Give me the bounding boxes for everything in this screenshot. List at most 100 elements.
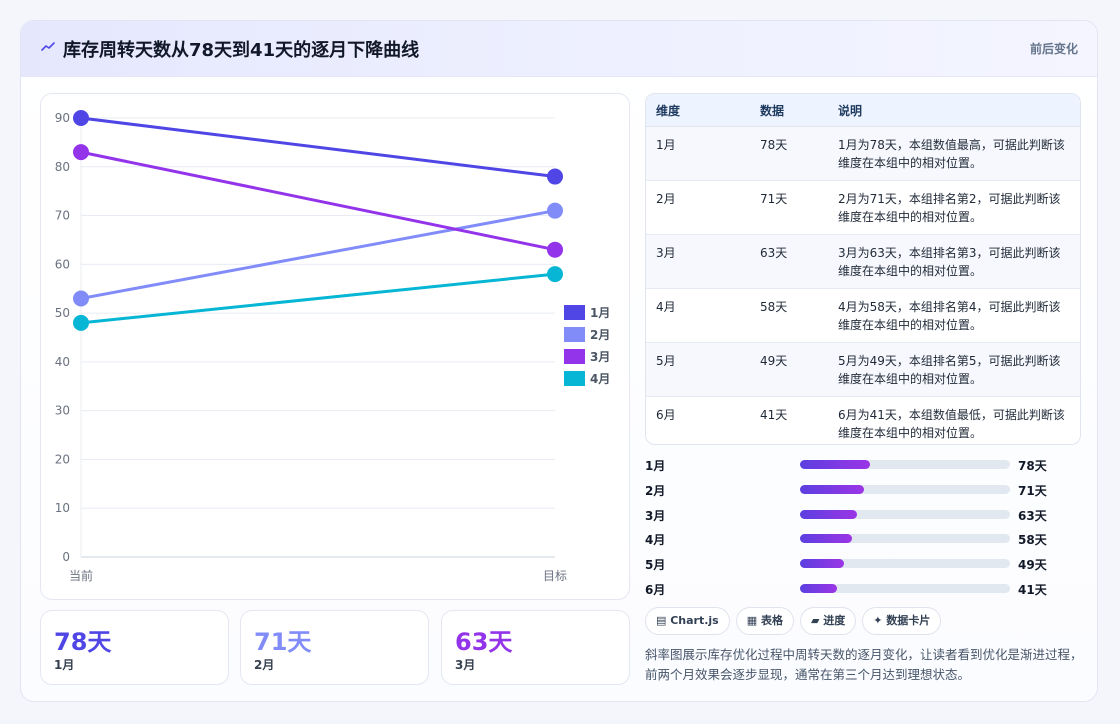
sparkline-icon xyxy=(41,42,55,51)
y-tick-label: 70 xyxy=(55,209,70,223)
table-cell: 71天 xyxy=(750,180,828,235)
progress-label: 2月 xyxy=(645,483,666,498)
table-cell: 6月 xyxy=(646,396,750,444)
progress-track xyxy=(800,534,1010,544)
series-line xyxy=(80,150,556,252)
table-row: 2月 71天 2月为71天，本组排名第2，可据此判断该维度在本组中的相对位置。 xyxy=(646,180,1080,235)
progress-fill xyxy=(800,460,870,469)
legend-swatch xyxy=(564,371,585,386)
data-point xyxy=(547,241,563,258)
stat-value: 71天 xyxy=(254,628,312,656)
series-line xyxy=(80,272,556,325)
table-cell: 3月为63天，本组排名第3，可据此判断该维度在本组中的相对位置。 xyxy=(828,234,1080,289)
table-cell: 1月为78天，本组数值最高，可据此判断该维度在本组中的相对位置。 xyxy=(828,126,1080,181)
table-cell: 4月 xyxy=(646,288,750,343)
y-tick-label: 60 xyxy=(55,257,70,271)
table-header-row: 维度 数据 说明 xyxy=(646,94,1080,127)
data-point xyxy=(547,168,563,185)
progress-track xyxy=(800,484,1010,494)
series-line xyxy=(80,116,556,179)
stat-value: 78天 xyxy=(54,628,112,656)
stat-label: 2月 xyxy=(254,658,275,672)
stat-card: 78天 1月 xyxy=(40,610,229,685)
table-row: 5月 49天 5月为49天，本组排名第5，可据此判断该维度在本组中的相对位置。 xyxy=(646,342,1080,397)
progress-row: 2月 71天 xyxy=(645,479,1081,504)
x-tick-label: 当前 xyxy=(69,568,93,583)
table-header-cell: 说明 xyxy=(828,94,1080,127)
stat-label: 3月 xyxy=(455,658,476,672)
table-cell: 49天 xyxy=(750,342,828,397)
table-cell: 2月为71天，本组排名第2，可据此判断该维度在本组中的相对位置。 xyxy=(828,180,1080,235)
legend-label: 3月 xyxy=(590,350,610,364)
dashboard-card: 库存周转天数从78天到41天的逐月下降曲线 前后变化 0 10 20 30 40 50 60… xyxy=(20,20,1098,702)
y-tick-label: 80 xyxy=(55,160,70,174)
data-point xyxy=(73,110,89,126)
legend-swatch xyxy=(564,349,585,364)
table-header-cell: 数据 xyxy=(750,94,828,127)
progress-value: 78天 xyxy=(1018,459,1047,473)
table-row: 3月 63天 3月为63天，本组排名第3，可据此判断该维度在本组中的相对位置。 xyxy=(646,234,1080,289)
table-row: 6月 41天 6月为41天，本组数值最低，可据此判断该维度在本组中的相对位置。 xyxy=(646,396,1080,444)
progress-list: 1月 78天 2月 71天 3月 63天 4月 58天 5月 49天 6月 41… xyxy=(645,454,1081,603)
progress-value: 41天 xyxy=(1018,582,1047,597)
progress-label: 6月 xyxy=(645,582,666,597)
table-cell: 58天 xyxy=(750,288,828,343)
legend-swatch xyxy=(564,327,585,342)
progress-fill xyxy=(800,509,857,519)
progress-label: 3月 xyxy=(645,508,666,523)
progress-label: 5月 xyxy=(645,558,666,573)
legend-label: 1月 xyxy=(590,306,610,320)
chip-table[interactable]: ▦ 表格 xyxy=(735,607,794,635)
page-title: 库存周转天数从78天到41天的逐月下降曲线 xyxy=(63,40,420,61)
y-tick-label: 10 xyxy=(55,501,70,515)
slope-chart: 0 10 20 30 40 50 60 70 80 90 当前 目标 1月 2月 3月 4月 xyxy=(40,93,630,600)
chip-chartjs[interactable]: ▤ Chart.js xyxy=(645,607,730,635)
progress-label: 4月 xyxy=(645,533,666,548)
progress-row: 4月 58天 xyxy=(645,528,1081,553)
y-tick-label: 20 xyxy=(55,452,70,466)
progress-fill xyxy=(800,484,864,494)
chart-description: 斜率图展示库存优化过程中周转天数的逐月变化，让读者看到优化是渐进过程，前两个月效… xyxy=(645,647,1083,682)
header-tag: 前后变化 xyxy=(1029,42,1078,56)
progress-value: 71天 xyxy=(1018,483,1047,498)
table-cell: 4月为58天，本组排名第4，可据此判断该维度在本组中的相对位置。 xyxy=(828,288,1080,343)
table-cell: 1月 xyxy=(646,126,750,181)
y-tick-label: 50 xyxy=(55,306,70,320)
table-cell: 63天 xyxy=(750,234,828,289)
legend-label: 2月 xyxy=(590,328,610,342)
chip-progress[interactable]: ▰ 进度 xyxy=(799,607,857,635)
table-cell: 2月 xyxy=(646,180,750,235)
progress-row: 1月 78天 xyxy=(645,454,1081,479)
y-tick-label: 30 xyxy=(55,404,70,418)
progress-row: 6月 41天 xyxy=(645,578,1081,603)
progress-value: 63天 xyxy=(1018,508,1047,523)
chip-data-card[interactable]: ✦ 数据卡片 xyxy=(862,607,942,635)
progress-value: 49天 xyxy=(1018,558,1047,573)
progress-value: 58天 xyxy=(1018,533,1047,548)
x-tick-label: 目标 xyxy=(543,569,567,583)
progress-label: 1月 xyxy=(645,459,666,473)
y-tick-label: 40 xyxy=(55,355,70,369)
table-row: 4月 58天 4月为58天，本组排名第4，可据此判断该维度在本组中的相对位置。 xyxy=(646,288,1080,343)
table-cell: 6月为41天，本组数值最低，可据此判断该维度在本组中的相对位置。 xyxy=(828,396,1080,444)
data-table: 维度 数据 说明 1月 78天 1月为78天，本组数值最高，可据此判断该维度在本… xyxy=(645,93,1081,445)
card-header: 库存周转天数从78天到41天的逐月下降曲线 前后变化 xyxy=(21,21,1097,77)
table-row: 1月 78天 1月为78天，本组数值最高，可据此判断该维度在本组中的相对位置。 xyxy=(646,126,1080,181)
progress-track xyxy=(800,559,1010,569)
stat-card: 63天 3月 xyxy=(441,610,630,685)
table-header-cell: 维度 xyxy=(646,94,750,127)
y-tick-label: 90 xyxy=(55,111,70,125)
progress-track xyxy=(800,460,1010,469)
slope-chart-svg: 0 10 20 30 40 50 60 70 80 90 当前 目标 1月 2月 3月 4月 xyxy=(55,110,610,583)
table-cell: 78天 xyxy=(750,126,828,181)
legend-swatch xyxy=(564,305,585,320)
progress-fill xyxy=(800,583,837,593)
progress-track xyxy=(800,509,1010,519)
data-point xyxy=(547,266,563,283)
stat-label: 1月 xyxy=(54,658,75,672)
legend-label: 4月 xyxy=(590,372,610,386)
series-line xyxy=(80,209,556,300)
progress-row: 3月 63天 xyxy=(645,504,1081,529)
progress-row: 5月 49天 xyxy=(645,553,1081,578)
data-point xyxy=(73,144,89,161)
